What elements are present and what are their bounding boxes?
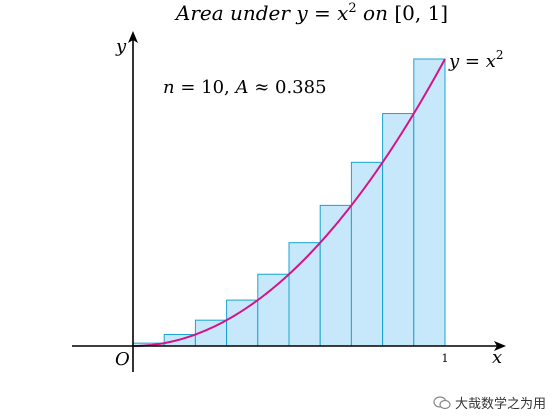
x-axis-label: x — [492, 347, 502, 368]
riemann-rectangle-9 — [382, 113, 415, 347]
y-axis-label: y — [115, 36, 127, 57]
riemann-rectangle-5 — [257, 273, 290, 347]
curve-label: y = x2 — [448, 48, 504, 72]
x-tick-label: 1 — [442, 352, 449, 365]
riemann-rectangles — [132, 58, 446, 347]
watermark: 大哉数学之为用 — [433, 393, 546, 412]
riemann-rectangle-7 — [319, 204, 352, 347]
riemann-rectangle-10 — [413, 58, 446, 347]
origin-label: O — [115, 349, 130, 370]
x-axis-arrow-icon — [494, 341, 506, 351]
wechat-icon — [433, 395, 451, 409]
riemann-rectangle-8 — [350, 161, 384, 347]
y-axis-arrow-icon — [128, 31, 138, 43]
parabola-curve — [132, 58, 446, 347]
area-annotation: n = 10, A ≈ 0.385 — [163, 77, 327, 98]
watermark-text: 大哉数学之为用 — [454, 397, 546, 412]
riemann-rectangle-4 — [226, 299, 259, 347]
chart-title: Area under y = x2 on [0, 1] — [174, 1, 448, 25]
